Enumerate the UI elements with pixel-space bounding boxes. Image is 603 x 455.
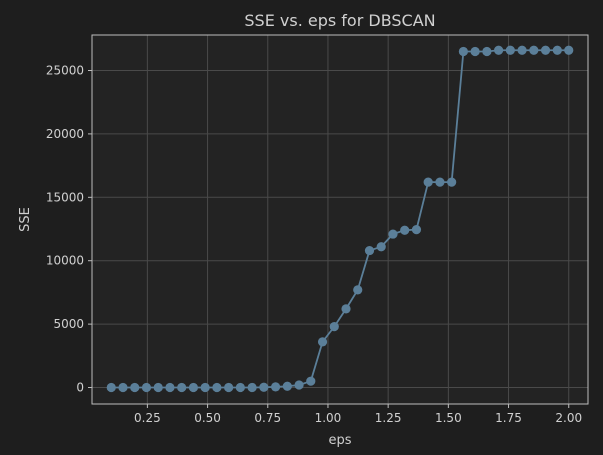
y-axis-label: SSE [18, 207, 33, 232]
data-point [247, 382, 257, 393]
data-point [177, 382, 187, 393]
data-point [118, 382, 128, 393]
data-point [388, 229, 398, 239]
data-point [493, 45, 504, 55]
y-tick-label: 10000 [46, 254, 84, 268]
data-point [235, 382, 245, 393]
data-point [224, 382, 234, 393]
x-tick-label: 0.50 [194, 411, 221, 425]
data-point [470, 46, 480, 57]
x-tick-label: 0.25 [134, 411, 161, 425]
data-point [130, 382, 140, 393]
data-point [529, 45, 539, 55]
y-tick-label: 0 [76, 381, 84, 395]
data-point [200, 382, 210, 393]
data-point [376, 242, 386, 252]
data-point [400, 225, 410, 235]
data-point [341, 304, 351, 314]
plot-area [92, 35, 588, 404]
data-point [165, 382, 175, 393]
data-point [282, 381, 292, 391]
x-tick-label: 1.75 [495, 411, 522, 425]
x-tick-label: 2.00 [555, 411, 582, 425]
axes-frame [91, 34, 589, 405]
series-layer [106, 45, 574, 393]
y-tick-label: 20000 [46, 127, 84, 141]
data-point [505, 45, 515, 55]
x-tick-label: 1.25 [375, 411, 402, 425]
data-point [423, 177, 433, 187]
data-point [188, 382, 199, 393]
data-point [447, 177, 457, 187]
data-point [106, 382, 116, 393]
data-point [294, 380, 304, 390]
x-tick-label: 1.50 [435, 411, 462, 425]
data-point [458, 46, 468, 57]
y-tick-label: 15000 [46, 190, 84, 204]
data-point [564, 45, 574, 55]
data-point [329, 322, 339, 332]
data-point [517, 45, 527, 55]
data-point [411, 225, 422, 235]
data-point [482, 46, 492, 57]
data-point [435, 177, 445, 187]
data-point [141, 382, 152, 393]
data-point [306, 376, 316, 386]
ticks: 0.25 0.50 0.75 1.00 1.25 1.50 1.75 2.00 0 5000 100… [46, 64, 582, 425]
data-point [153, 382, 163, 393]
x-tick-label: 0.75 [254, 411, 281, 425]
data-point [270, 382, 281, 392]
data-point [552, 45, 562, 55]
y-tick-label: 5000 [53, 317, 84, 331]
y-tick-label: 25000 [46, 64, 84, 78]
data-point [317, 337, 328, 347]
series-line [111, 49, 569, 389]
data-point [540, 45, 551, 55]
data-point [212, 382, 222, 393]
chart-title: SSE vs. eps for DBSCAN [244, 11, 435, 30]
data-point [353, 285, 363, 295]
data-point [259, 382, 269, 392]
x-axis-label: eps [328, 433, 351, 448]
x-tick-label: 1.00 [315, 411, 342, 425]
data-point [364, 245, 375, 256]
